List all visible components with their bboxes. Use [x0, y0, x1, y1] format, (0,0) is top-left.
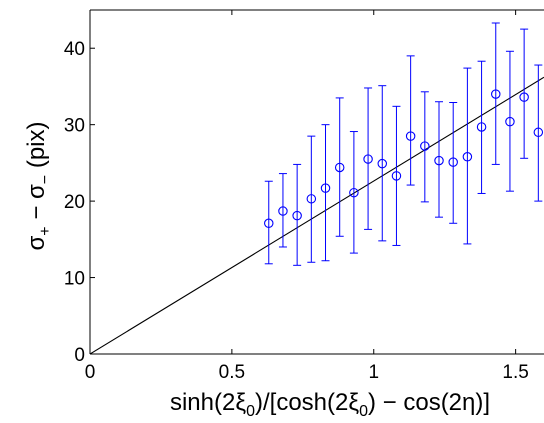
y-tick-label: 40 — [64, 39, 85, 60]
data-series — [90, 22, 544, 354]
data-point — [349, 187, 359, 198]
y-tick-label: 30 — [64, 116, 85, 137]
y-tick-label: 20 — [64, 192, 85, 213]
data-point — [505, 116, 515, 127]
data-point — [462, 152, 473, 162]
y-axis-label: σ+ − σ− (pix) — [23, 121, 54, 250]
x-tick-label: 1 — [368, 362, 379, 383]
data-point — [306, 194, 317, 204]
data-point — [292, 210, 302, 221]
y-tick-label: 0 — [74, 345, 85, 366]
plot-area — [90, 10, 544, 354]
axes: 0 0.5 1 1.5 0 10 20 30 40 — [64, 9, 544, 383]
data-point — [476, 122, 487, 132]
data-point — [533, 127, 544, 138]
x-tick-label: 0 — [85, 362, 96, 383]
data-point — [519, 92, 529, 102]
data-point — [391, 171, 402, 181]
data-point — [420, 141, 430, 151]
data-point — [448, 157, 458, 167]
data-point — [363, 154, 373, 164]
plot-background — [90, 10, 544, 354]
data-point — [320, 183, 331, 193]
fit-line — [90, 76, 544, 354]
x-axis-label: sinh(2ξ0)/[cosh(2ξ0) − cos(2η)] — [170, 389, 490, 420]
data-point — [264, 218, 274, 229]
data-point — [334, 162, 345, 173]
data-point — [491, 89, 501, 99]
data-point — [278, 206, 288, 216]
data-point — [377, 158, 388, 169]
x-tick-label: 1.5 — [502, 362, 528, 383]
y-tick-label: 10 — [64, 269, 85, 290]
data-point — [434, 155, 444, 166]
x-tick-label: 0.5 — [219, 362, 245, 383]
data-point — [405, 131, 416, 141]
